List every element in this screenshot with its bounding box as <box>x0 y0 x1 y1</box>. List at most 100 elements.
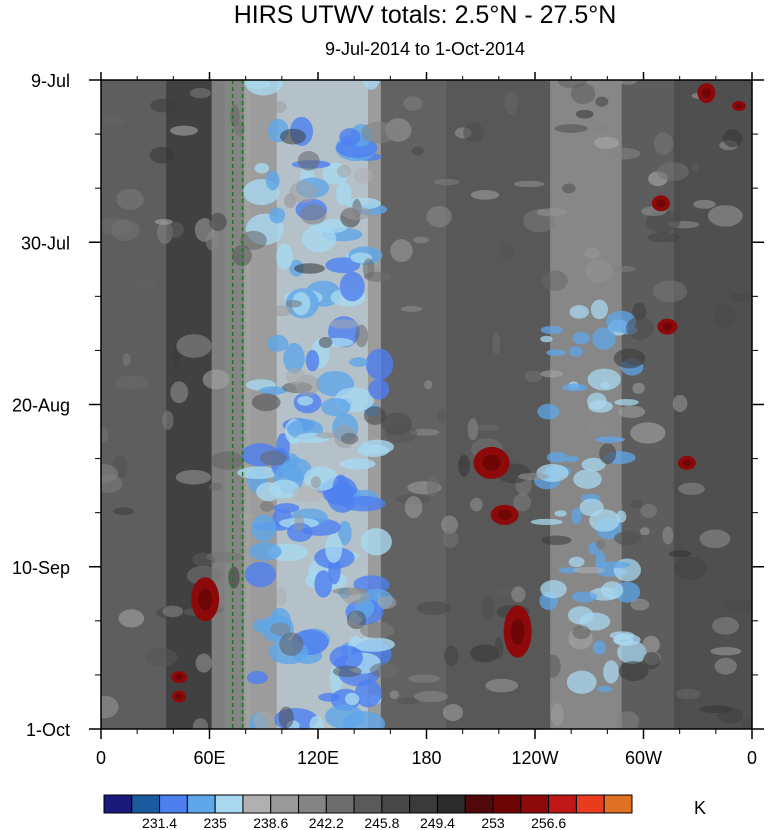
field-blob <box>701 87 711 98</box>
field-blob <box>543 654 561 678</box>
field-blob <box>463 122 484 143</box>
field-blob <box>540 325 564 335</box>
field-blob <box>568 556 585 568</box>
field-blob <box>511 586 526 603</box>
x-tick-label: 60W <box>625 748 662 768</box>
y-tick-label: 9-Jul <box>31 71 70 91</box>
field-blob <box>639 527 650 536</box>
field-blob <box>411 146 425 156</box>
field-blob <box>442 530 459 549</box>
field-blob <box>101 426 109 443</box>
field-blob <box>699 705 733 714</box>
field-blob <box>584 247 601 260</box>
colorbar-label: 238.6 <box>253 815 288 830</box>
field-blob <box>354 679 382 708</box>
field-blob <box>682 459 692 467</box>
colorbar-swatch <box>464 794 494 814</box>
field-blob <box>467 418 479 441</box>
y-tick-label: 1-Oct <box>26 720 70 740</box>
field-blob <box>345 692 360 706</box>
field-blob <box>281 457 312 482</box>
field-blob <box>389 690 399 699</box>
field-blob <box>632 302 647 321</box>
field-blob <box>593 125 610 132</box>
colorbar-swatch <box>159 794 188 814</box>
field-blob <box>170 381 189 404</box>
field-blob <box>613 348 646 369</box>
field-blob <box>318 692 341 702</box>
field-blob <box>244 561 276 588</box>
field-blob <box>642 635 660 654</box>
field-blob <box>265 170 280 191</box>
field-blob <box>712 617 740 635</box>
field-blob <box>176 334 212 358</box>
field-blob <box>693 199 716 209</box>
field-blob <box>653 132 674 156</box>
field-blob <box>609 265 636 273</box>
y-tick-label: 30-Jul <box>21 233 70 253</box>
field-blob <box>524 370 543 383</box>
y-tick-label: 10-Sep <box>12 558 70 578</box>
field-blob <box>536 208 568 217</box>
field-blob <box>270 622 291 636</box>
colorbar-swatch <box>131 794 161 814</box>
field-blob <box>441 515 459 534</box>
field-blob <box>310 476 321 489</box>
x-tick-label: 60E <box>193 748 225 768</box>
colorbar-swatch <box>325 794 355 814</box>
field-blob <box>476 424 500 431</box>
field-blob <box>597 685 612 693</box>
field-blob <box>354 324 369 348</box>
x-tick-label: 0 <box>96 748 106 768</box>
field-blob <box>513 180 545 188</box>
field-blob <box>357 444 390 457</box>
field-blob <box>558 567 580 574</box>
field-blob <box>363 80 380 90</box>
field-blob <box>540 580 567 599</box>
colorbar-swatch <box>242 794 272 814</box>
field-blob <box>325 533 343 564</box>
field-blob <box>260 501 275 512</box>
field-blob <box>144 647 178 667</box>
field-blob <box>253 710 275 729</box>
field-blob <box>149 146 174 164</box>
field-blob <box>590 299 609 320</box>
field-blob <box>276 243 293 270</box>
field-blob <box>632 382 645 394</box>
field-blob <box>546 349 566 357</box>
field-blob <box>722 129 743 148</box>
field-blob <box>251 514 277 542</box>
field-blob <box>673 556 707 581</box>
field-blob <box>426 205 452 228</box>
field-blob <box>675 688 701 700</box>
field-blob <box>562 383 588 392</box>
field-blob <box>136 277 158 288</box>
field-blob <box>362 258 375 279</box>
field-blob <box>437 408 447 423</box>
field-blob <box>662 526 674 545</box>
field-blob <box>518 472 549 481</box>
field-blob <box>359 621 395 639</box>
field-blob <box>210 451 245 470</box>
field-blob <box>541 535 572 546</box>
colorbar-swatch <box>520 794 550 814</box>
colorbar-swatch <box>548 794 577 814</box>
field-blob <box>554 510 567 517</box>
x-tick-label: 120W <box>511 748 558 768</box>
field-blob <box>550 621 560 630</box>
field-blob <box>297 396 314 406</box>
field-blob <box>668 550 692 558</box>
field-blob <box>662 322 673 331</box>
field-blob <box>442 703 464 721</box>
field-blob <box>542 270 568 292</box>
field-blob <box>579 612 611 631</box>
field-blob <box>678 482 705 495</box>
field-blob <box>228 566 240 589</box>
field-blob <box>254 162 270 174</box>
field-blob <box>205 231 218 251</box>
field-blob <box>592 327 616 350</box>
field-blob <box>175 674 184 681</box>
field-blob <box>325 704 365 729</box>
field-blob <box>314 570 333 598</box>
